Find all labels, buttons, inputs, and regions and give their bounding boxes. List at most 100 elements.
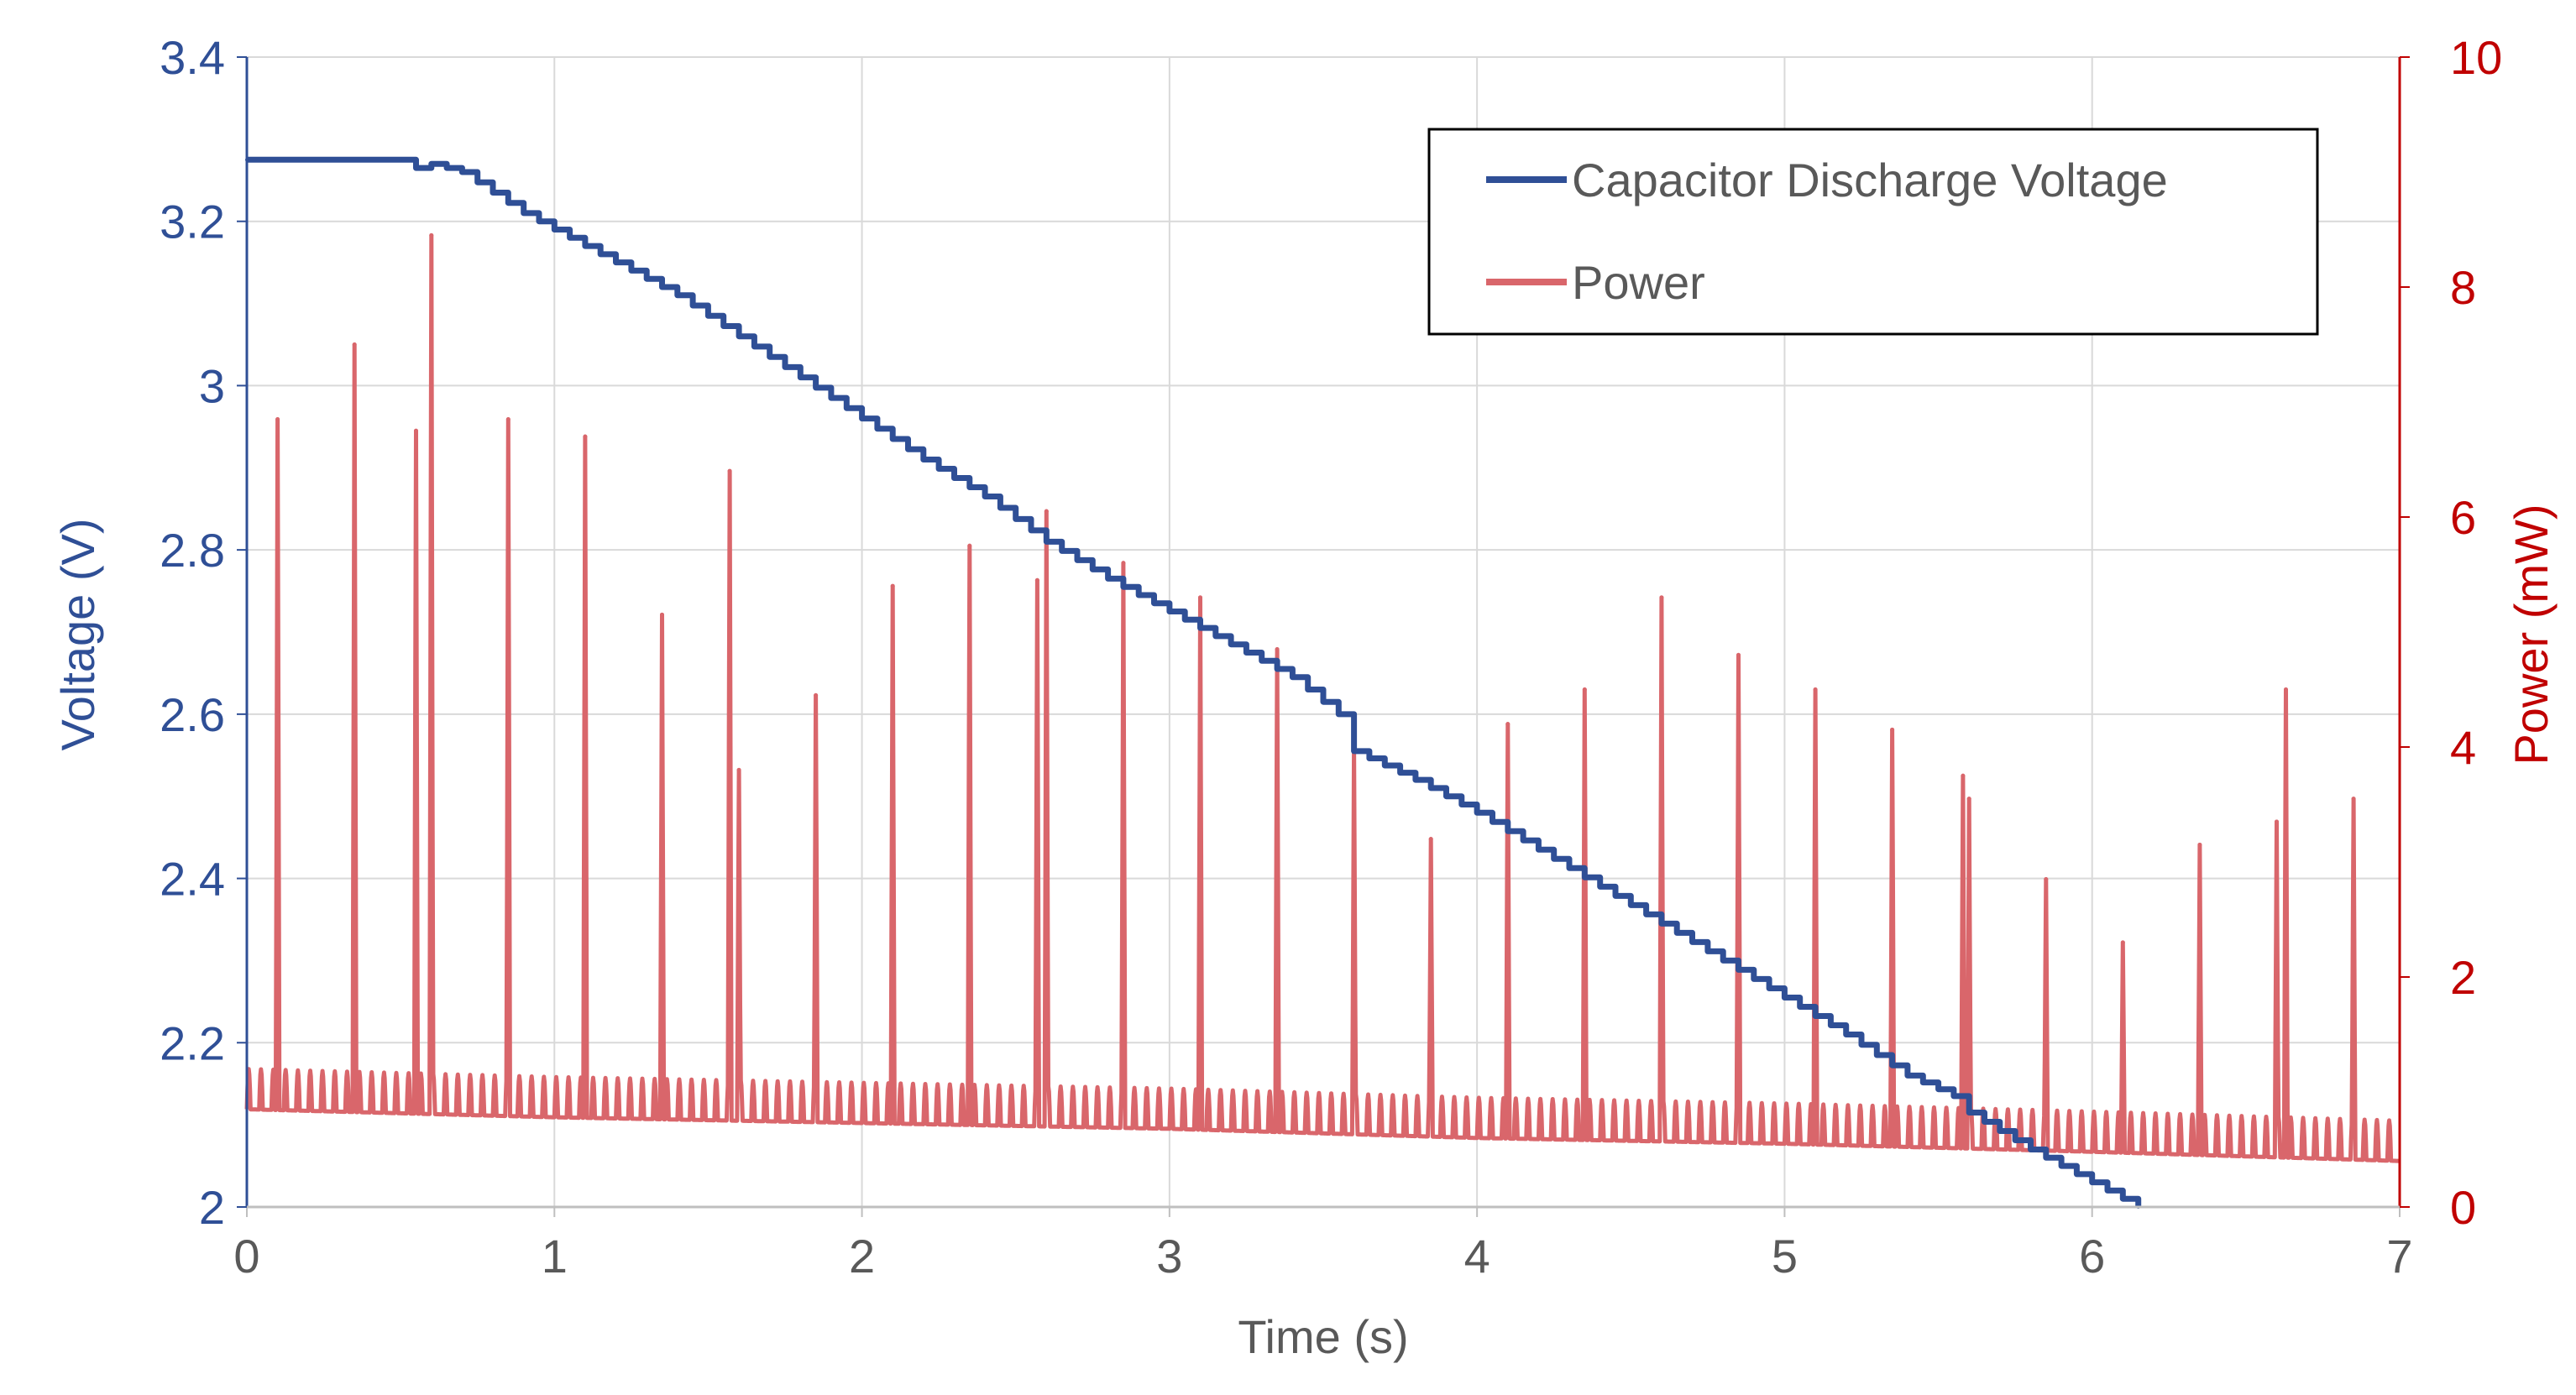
voltage-point [399,158,403,162]
y2-tick-label: 4 [2450,721,2476,774]
voltage-point [1598,885,1602,889]
power-peak-point [429,232,434,238]
voltage-point [1475,811,1479,815]
x-tick-label: 4 [1464,1230,1490,1283]
voltage-point [1352,749,1356,753]
voltage-point [1291,675,1295,679]
voltage-point [1337,712,1341,716]
power-peak-point [413,428,418,433]
voltage-point [2121,1197,2125,1201]
power-peak-point [2351,797,2356,802]
voltage-point [737,334,741,338]
power-peak-point [2197,842,2202,847]
power-peak-point [1659,595,1664,600]
voltage-point [1229,642,1233,646]
power-peak-point [2283,687,2288,692]
power-peak-point [1961,773,1966,778]
power-peak-point [890,583,895,588]
legend-voltage-label: Capacitor Discharge Voltage [1572,154,2168,206]
power-peak-point [1813,687,1818,692]
power-peak-point [583,434,588,439]
power-peak-point [1275,647,1280,652]
voltage-point [1905,1074,1909,1078]
voltage-point [614,260,618,264]
y2-tick-label: 0 [2450,1181,2476,1234]
power-peak-point [1582,687,1587,692]
power-peak-point [1197,595,1202,600]
power-peak-point [1044,509,1049,514]
y-tick-label: 3 [199,359,225,412]
x-tick-label: 6 [2079,1230,2105,1283]
voltage-point [1537,848,1541,852]
voltage-point [1783,995,1787,1000]
power-peak-point [967,543,972,548]
x-tick-label: 5 [1772,1230,1798,1283]
voltage-point [2029,1147,2033,1152]
voltage-point [414,166,418,170]
power-peak-point [1890,727,1895,732]
voltage-point [1413,778,1417,782]
y-tick-label: 2.8 [160,524,225,577]
voltage-point [2090,1180,2094,1184]
voltage-point [1844,1032,1848,1037]
power-peak-point [1121,561,1126,566]
voltage-point [675,293,679,297]
voltage-point [1721,959,1725,963]
y-tick-label: 2 [199,1181,225,1234]
legend-power-label: Power [1572,256,1705,309]
voltage-point [1967,1110,1971,1115]
power-peak-point [275,417,280,422]
y-tick-label: 3.2 [160,196,225,248]
power-peak-point [736,767,741,772]
legend-box [1427,128,2319,336]
power-peak-point [727,468,732,473]
voltage-point [552,227,557,232]
y-tick-label: 2.2 [160,1016,225,1069]
x-tick-label: 2 [849,1230,875,1283]
x-tick-label: 3 [1156,1230,1182,1283]
power-peak-point [1966,797,1971,802]
y2-tick-label: 6 [2450,491,2476,544]
y-tick-label: 3.4 [160,31,225,84]
power-peak-point [1505,722,1511,727]
power-peak-point [659,612,664,617]
x-tick-label: 7 [2386,1230,2412,1283]
voltage-point [1951,1094,1956,1098]
power-peak-point [352,342,357,347]
power-peak-point [2120,940,2125,945]
x-tick-label: 1 [542,1230,568,1283]
voltage-point [798,375,803,379]
voltage-point [921,457,925,462]
y2-tick-label: 2 [2450,951,2476,1004]
y2-tick-label: 8 [2450,261,2476,314]
y2-axis-title: Power (mW) [2505,504,2558,765]
power-peak-point [1428,837,1433,842]
power-peak-point [1034,577,1039,583]
power-peak-point [2274,819,2279,824]
y-tick-label: 2.6 [160,688,225,741]
voltage-point [460,170,464,174]
voltage-point [491,191,495,195]
voltage-point [1106,577,1110,581]
y-axis-title: Voltage (V) [51,518,104,750]
legend: Capacitor Discharge Voltage Power [1427,128,2319,336]
axes [237,56,2410,1217]
power-peak-point [2044,877,2049,882]
voltage-point [1659,922,1663,926]
power-peak-point [814,692,819,698]
voltage-point [1045,540,1049,544]
voltage-point [860,416,864,421]
x-tick-label: 0 [233,1230,259,1283]
y-tick-label: 2.4 [160,853,225,906]
voltage-point [1167,609,1171,614]
power-peak-point [1736,652,1741,657]
power-peak-point [505,417,510,422]
y2-tick-label: 10 [2450,31,2502,84]
x-axis-title: Time (s) [1238,1310,1408,1363]
voltage-point [983,494,987,499]
voltage-point [521,211,526,215]
gridlines [247,56,2400,1207]
voltage-point [429,162,433,166]
